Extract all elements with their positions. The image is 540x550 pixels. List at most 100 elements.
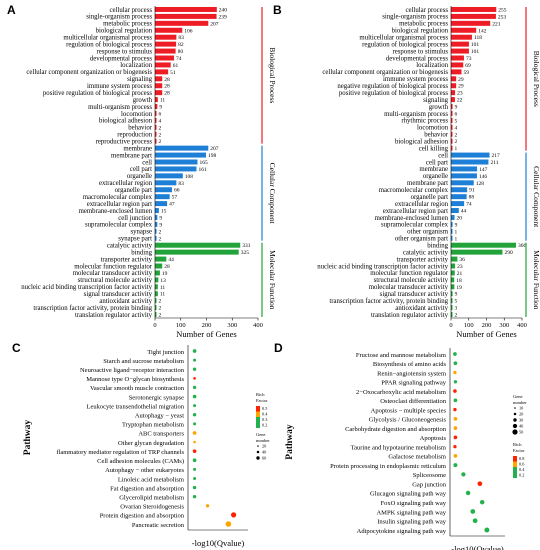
category-label: immune system process <box>383 76 448 83</box>
bar <box>451 97 455 103</box>
category-label: cellular component organization or bioge… <box>26 69 152 76</box>
category-label: supramolecular complex <box>381 222 449 229</box>
bar <box>451 235 453 241</box>
bubble <box>193 476 197 480</box>
legend-gene-tick: 30 <box>519 418 523 423</box>
bar <box>451 138 453 144</box>
bar <box>451 27 477 33</box>
legend-rich-tick: 0.3 <box>262 417 267 422</box>
bar <box>451 20 491 26</box>
bar-value-label: 2 <box>159 139 162 145</box>
pathway-label: Adipocytokine signaling path way <box>357 528 447 535</box>
bar-value-label: 19 <box>162 271 168 277</box>
bar-value-label: 22 <box>457 98 463 104</box>
legend-gene-tick: 20 <box>262 444 266 449</box>
bar <box>451 117 453 123</box>
category-label: regulation of biological process <box>362 41 448 48</box>
category-label: cellular process <box>110 7 153 14</box>
category-label: response to stimulus <box>96 48 152 55</box>
x-tick-label: 0 <box>449 322 452 329</box>
bar <box>451 284 455 290</box>
bubble <box>193 358 197 362</box>
bar-value-label: 18 <box>456 278 462 284</box>
category-label: signaling <box>127 76 153 83</box>
category-label: developmental process <box>90 55 152 62</box>
bar-value-label: 1 <box>455 146 458 152</box>
bar <box>451 83 457 89</box>
legend-title-rich-factor: Rich <box>513 442 522 447</box>
pathway-label: Taurine and hypotaurine metabolism <box>351 444 446 451</box>
group-label: Cellular Component <box>268 163 277 225</box>
group-label: Cellular Component <box>532 166 540 228</box>
category-label: transporter activity <box>100 256 152 263</box>
bar-value-label: 2 <box>159 132 162 138</box>
bar <box>155 249 239 255</box>
bubble <box>453 454 458 458</box>
bar <box>155 291 158 297</box>
x-tick-label: 300 <box>227 322 237 329</box>
category-label: signaling <box>423 97 449 104</box>
category-label: localization <box>416 62 448 69</box>
category-label: catalytic activity <box>107 243 153 250</box>
bar <box>451 110 453 116</box>
bar <box>155 97 158 103</box>
bar <box>451 13 496 19</box>
bar-value-label: 9 <box>455 292 458 298</box>
bar-value-label: 36 <box>459 257 465 263</box>
category-label: synapse part <box>118 236 152 243</box>
bar-value-label: 325 <box>241 250 250 256</box>
pathway-label: Pancreatic secretion <box>132 522 185 529</box>
pathway-label: PPAR signaling pathway <box>381 380 447 387</box>
bar-value-label: 240 <box>219 7 228 13</box>
legend-rich-tick: 0.2 <box>519 473 524 478</box>
bar <box>155 305 157 311</box>
bubble <box>453 352 457 356</box>
bar-value-label: 101 <box>471 42 480 48</box>
category-label: behavior <box>128 125 153 132</box>
bar-value-label: 106 <box>184 28 193 34</box>
bar <box>451 228 453 234</box>
category-label: growth <box>133 97 153 104</box>
bar-value-label: 366 <box>518 243 527 249</box>
category-label: molecular transducer activity <box>73 270 153 277</box>
bubble <box>192 431 197 435</box>
legend-size-dot <box>513 412 517 416</box>
bar-value-label: 9 <box>455 222 458 228</box>
category-label: cell <box>142 159 152 166</box>
x-axis-title: Number of Genes <box>176 329 236 339</box>
bar-value-label: 11 <box>160 285 166 291</box>
bubble <box>453 389 457 393</box>
x-tick-label: 100 <box>176 322 186 329</box>
group-label: Molecular Function <box>268 250 277 310</box>
category-label: binding <box>427 243 448 250</box>
legend-rich-tick: 0.4 <box>519 467 525 472</box>
pathway-label: 2−Oxocarboxylic acid metabolism <box>356 389 446 396</box>
bubble <box>477 481 483 487</box>
category-label: multi-organism process <box>88 104 152 111</box>
category-label: cell part <box>426 159 448 166</box>
bubble <box>193 467 197 471</box>
pathway-label: Ovarian Steroidogenesis <box>120 504 184 511</box>
bar-value-label: 11 <box>160 292 166 298</box>
category-label: regulation of biological process <box>66 41 152 48</box>
category-label: multi-organism process <box>384 111 448 118</box>
pathway-label: Apoptosis − multiple species <box>371 407 447 414</box>
category-label: signal transducer activity <box>84 291 153 298</box>
category-label: supramolecular complex <box>85 222 153 229</box>
bar <box>451 6 497 12</box>
pathway-label: Osteoclast differentiation <box>380 398 447 405</box>
pathway-label: Leukocyte transendothelial migration <box>87 403 185 410</box>
bar <box>451 48 469 54</box>
bar <box>451 131 453 137</box>
bubble <box>231 512 237 518</box>
bar-value-label: 253 <box>498 14 507 20</box>
bar <box>155 312 157 318</box>
x-tick-label: 200 <box>202 322 212 329</box>
x-tick-label: 100 <box>464 322 474 329</box>
y-axis-title: Pathway <box>285 424 295 460</box>
bar-value-label: 290 <box>504 250 512 256</box>
bubble <box>453 361 458 366</box>
bar-value-label: 128 <box>476 181 485 187</box>
bar <box>451 34 472 40</box>
bar <box>451 270 455 276</box>
